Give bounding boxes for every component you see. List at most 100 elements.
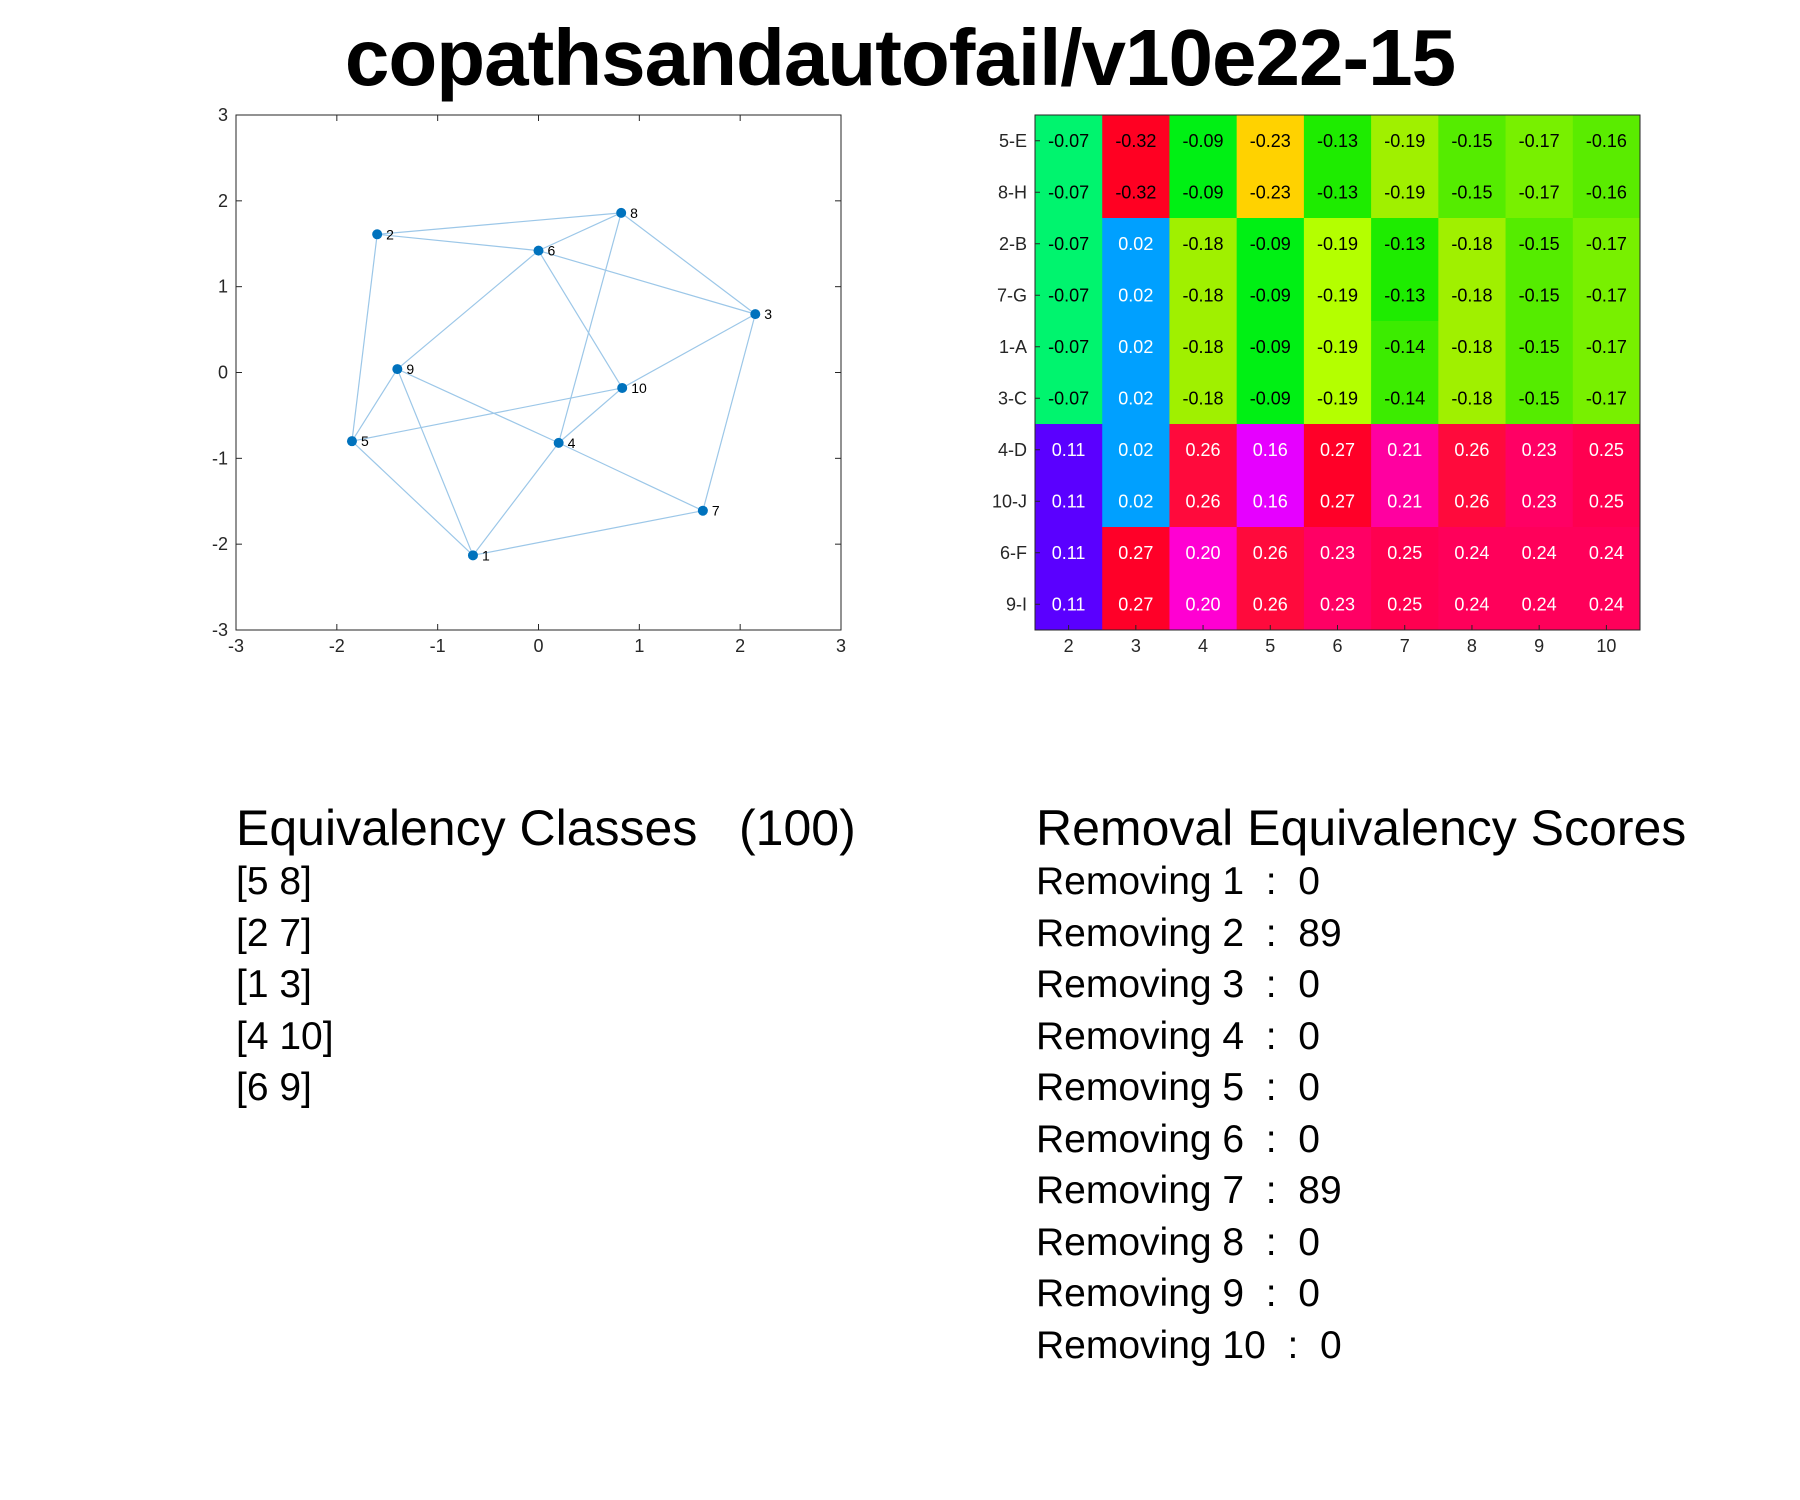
heatmap-cell bbox=[1505, 372, 1574, 425]
cell-value-label: -0.07 bbox=[1048, 285, 1089, 305]
graph-edge bbox=[351, 368, 398, 442]
cell-value-label: -0.07 bbox=[1048, 131, 1089, 151]
heatmap-cell bbox=[1438, 321, 1507, 373]
node-label: 6 bbox=[548, 243, 556, 259]
heatmap-cell bbox=[1572, 321, 1641, 373]
row-label: 7-G bbox=[997, 285, 1027, 305]
y-tick-label: 2 bbox=[218, 191, 228, 211]
cell-value-label: 0.26 bbox=[1454, 440, 1489, 460]
cell-value-label: -0.07 bbox=[1048, 388, 1089, 408]
row-label: 3-C bbox=[998, 388, 1027, 408]
heatmap-cell bbox=[1572, 578, 1641, 631]
cell-value-label: -0.13 bbox=[1317, 131, 1358, 151]
graph-edge bbox=[351, 440, 474, 556]
cell-value-label: -0.17 bbox=[1586, 234, 1627, 254]
cell-value-label: -0.07 bbox=[1048, 182, 1089, 202]
cell-value-label: 0.20 bbox=[1186, 594, 1221, 614]
cell-value-label: -0.15 bbox=[1519, 285, 1560, 305]
heatmap-cell bbox=[1303, 372, 1372, 425]
x-tick-label: 3 bbox=[836, 636, 846, 656]
cell-value-label: -0.09 bbox=[1250, 388, 1291, 408]
graph-edge bbox=[538, 250, 756, 315]
graph-node bbox=[553, 437, 564, 448]
cell-value-label: 0.24 bbox=[1454, 594, 1489, 614]
column-label: 7 bbox=[1400, 636, 1410, 656]
heatmap-cell bbox=[1505, 269, 1574, 322]
removal-score-line: Removing 5 : 0 bbox=[1036, 1066, 1320, 1109]
cell-value-label: -0.32 bbox=[1115, 182, 1156, 202]
heatmap-cell bbox=[1572, 166, 1641, 219]
y-tick-label: 1 bbox=[218, 277, 228, 297]
cell-value-label: 0.24 bbox=[1589, 594, 1624, 614]
heatmap-cell bbox=[1303, 166, 1372, 219]
heatmap-cell bbox=[1236, 372, 1305, 425]
cell-value-label: -0.09 bbox=[1183, 182, 1224, 202]
graph-edge bbox=[472, 510, 703, 556]
heatmap-cell bbox=[1169, 475, 1238, 528]
cell-value-label: 0.26 bbox=[1253, 594, 1288, 614]
y-tick-label: -3 bbox=[212, 620, 228, 640]
row-label: 5-E bbox=[999, 131, 1027, 151]
cell-value-label: -0.15 bbox=[1519, 234, 1560, 254]
heatmap-cell bbox=[1236, 166, 1305, 219]
plot-frame bbox=[235, 114, 842, 631]
cell-value-label: -0.07 bbox=[1048, 234, 1089, 254]
removal-score-line: Removing 8 : 0 bbox=[1036, 1220, 1320, 1264]
row-label: 6-F bbox=[1000, 543, 1027, 563]
cell-value-label: 0.27 bbox=[1118, 543, 1153, 563]
row-label: 2-B bbox=[999, 234, 1027, 254]
heatmap-cell bbox=[1169, 269, 1238, 322]
heatmap-cell bbox=[1505, 218, 1574, 270]
heatmap-cell bbox=[1035, 578, 1103, 631]
heatmap-cell bbox=[1236, 269, 1305, 322]
graph-node bbox=[617, 382, 628, 393]
x-tick-label: -3 bbox=[228, 636, 244, 656]
heatmap-cell bbox=[1572, 475, 1641, 528]
cell-value-label: 0.16 bbox=[1253, 440, 1288, 460]
cell-value-label: -0.09 bbox=[1250, 285, 1291, 305]
heatmap-cell bbox=[1035, 372, 1103, 425]
heatmap-cell bbox=[1303, 475, 1372, 528]
cell-value-label: 0.23 bbox=[1320, 543, 1355, 563]
heatmap-cell bbox=[1438, 424, 1507, 476]
cell-value-label: 0.16 bbox=[1253, 491, 1288, 511]
cell-value-label: 0.26 bbox=[1454, 491, 1489, 511]
heatmap-cell bbox=[1169, 218, 1238, 270]
heatmap-cell bbox=[1438, 475, 1507, 528]
column-label: 6 bbox=[1332, 636, 1342, 656]
cell-value-label: 0.21 bbox=[1387, 440, 1422, 460]
cell-value-label: 0.11 bbox=[1052, 594, 1086, 614]
cell-value-label: 0.27 bbox=[1320, 440, 1355, 460]
graph-edge bbox=[396, 250, 539, 370]
x-tick-label: 2 bbox=[735, 636, 745, 656]
x-tick-label: 1 bbox=[634, 636, 644, 656]
cell-value-label: 0.11 bbox=[1052, 543, 1086, 563]
cell-value-label: 0.27 bbox=[1320, 491, 1355, 511]
heatmap-cell bbox=[1102, 321, 1170, 373]
node-label: 3 bbox=[764, 306, 772, 322]
cell-value-label: 0.20 bbox=[1186, 543, 1221, 563]
removal-score-line: Removing 4 : 0 bbox=[1036, 1014, 1320, 1058]
cell-value-label: 0.24 bbox=[1522, 594, 1557, 614]
equivalency-classes-heading: Equivalency Classes (100) bbox=[236, 800, 856, 856]
heatmap-cell bbox=[1169, 424, 1238, 476]
node-label: 8 bbox=[630, 205, 638, 221]
graph-node bbox=[372, 229, 383, 240]
cell-value-label: -0.18 bbox=[1451, 234, 1492, 254]
cell-value-label: 0.25 bbox=[1387, 543, 1422, 563]
heatmap-cell bbox=[1236, 527, 1305, 579]
heatmap-cell bbox=[1371, 475, 1439, 528]
cell-value-label: -0.13 bbox=[1317, 182, 1358, 202]
y-tick-label: -2 bbox=[212, 534, 228, 554]
cell-value-label: 0.02 bbox=[1118, 337, 1153, 357]
cell-value-label: 0.26 bbox=[1186, 491, 1221, 511]
row-label: 8-H bbox=[998, 182, 1027, 202]
heatmap-cell bbox=[1371, 372, 1439, 425]
cell-value-label: 0.24 bbox=[1454, 543, 1489, 563]
cell-value-label: -0.19 bbox=[1317, 337, 1358, 357]
cell-value-label: 0.25 bbox=[1589, 491, 1624, 511]
cell-value-label: -0.19 bbox=[1384, 182, 1425, 202]
cell-value-label: -0.09 bbox=[1250, 337, 1291, 357]
heatmap-cell bbox=[1169, 578, 1238, 631]
heatmap-cell bbox=[1169, 372, 1238, 425]
